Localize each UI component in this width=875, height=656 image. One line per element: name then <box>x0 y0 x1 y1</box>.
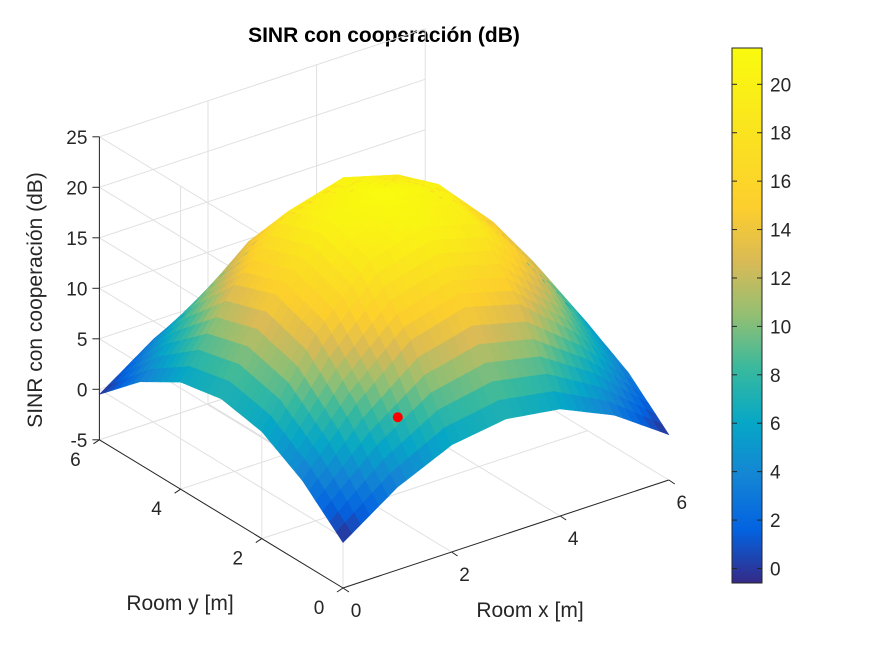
marker-layer <box>392 412 403 423</box>
x-axis-label: Room x [m] <box>476 599 583 622</box>
x-tick-label: 6 <box>677 493 688 514</box>
y-tick-mark <box>336 587 344 593</box>
z-axis-label: SINR con cooperación (dB) <box>24 172 47 428</box>
grid-line <box>261 430 588 540</box>
x-tick-label: 2 <box>459 565 470 586</box>
z-tick-label: 0 <box>77 380 88 401</box>
y-tick-mark <box>255 538 263 544</box>
x-tick-mark <box>451 551 458 557</box>
y-tick-mark <box>174 488 181 494</box>
surface-plot <box>99 174 670 543</box>
y-tick-label: 4 <box>151 499 162 520</box>
x-axis-line <box>342 479 669 589</box>
y-tick-mark <box>93 439 100 445</box>
x-tick-mark <box>668 479 676 485</box>
z-tick-label: 15 <box>66 229 87 250</box>
y-tick-label: 6 <box>70 450 81 471</box>
colorbar-tick-label: 18 <box>770 124 791 145</box>
x-tick-label: 4 <box>568 529 579 550</box>
z-tick-label: 25 <box>66 128 87 149</box>
x-tick-mark <box>342 587 350 593</box>
colorbar-tick-label: 16 <box>770 172 791 193</box>
grid-line <box>99 28 426 138</box>
colorbar-tick-label: 4 <box>770 463 781 484</box>
y-axis-line <box>99 439 344 589</box>
colorbar-tick-label: 8 <box>770 366 781 387</box>
grid-line <box>99 129 426 239</box>
colorbar-tick-label: 12 <box>770 269 791 290</box>
grid-line <box>99 78 426 188</box>
colorbar-tick-label: 6 <box>770 414 781 435</box>
colorbar-tick-label: 20 <box>770 75 791 96</box>
y-tick-label: 2 <box>233 549 244 570</box>
colorbar-tick-label: 2 <box>770 511 781 532</box>
z-tick-label: 5 <box>77 330 88 351</box>
grid-line <box>99 388 344 538</box>
surface-patch <box>652 419 670 436</box>
y-axis-label: Room y [m] <box>126 592 233 615</box>
colorbar: 0 2 4 6 8 10 12 14 16 18 20 <box>731 47 792 584</box>
z-tick-label: -5 <box>70 431 87 452</box>
marker-point <box>392 412 403 423</box>
colorbar-tick-label: 10 <box>770 317 791 338</box>
z-tick-label: 20 <box>66 178 87 199</box>
y-tick-label: 0 <box>314 598 325 619</box>
colorbar-tick-label: 14 <box>770 221 792 242</box>
x-tick-label: 0 <box>351 601 362 622</box>
chart-title: SINR con cooperación (dB) <box>248 24 520 47</box>
z-tick-label: 10 <box>66 279 87 300</box>
colorbar-tick-label: 0 <box>770 559 781 580</box>
colorbar-gradient <box>731 47 763 584</box>
x-tick-mark <box>559 515 567 521</box>
